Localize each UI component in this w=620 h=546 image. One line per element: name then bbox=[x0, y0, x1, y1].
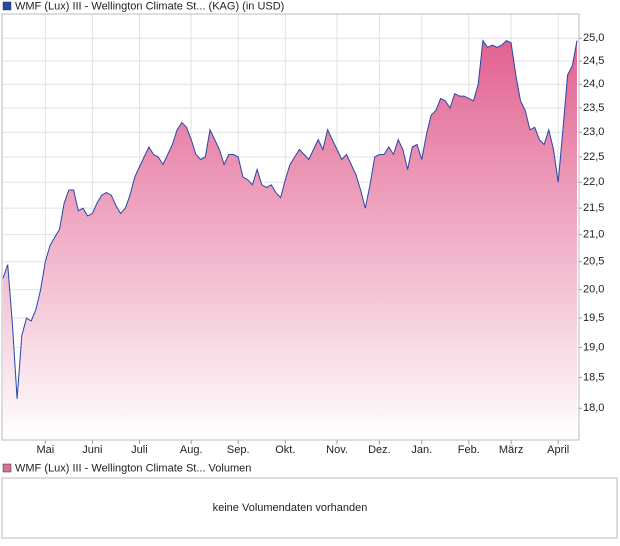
y-tick-label: 19,0 bbox=[583, 341, 604, 353]
y-tick-label: 21,0 bbox=[583, 229, 604, 241]
y-tick-label: 22,5 bbox=[583, 151, 604, 163]
legend-label: WMF (Lux) III - Wellington Climate St...… bbox=[15, 462, 251, 474]
x-tick-label: Feb. bbox=[458, 444, 480, 456]
y-tick-label: 23,0 bbox=[583, 126, 604, 138]
plot-frame bbox=[1, 13, 580, 441]
x-tick-label: Dez. bbox=[368, 444, 391, 456]
y-tick-label: 18,5 bbox=[583, 371, 604, 383]
y-tick-label: 24,5 bbox=[583, 55, 604, 67]
x-tick-label: Juli bbox=[131, 444, 148, 456]
x-tick-label: März bbox=[499, 444, 523, 456]
volume-panel bbox=[1, 477, 618, 539]
x-tick-label: Sep. bbox=[227, 444, 250, 456]
x-tick-label: Aug. bbox=[180, 444, 203, 456]
y-tick-label: 21,5 bbox=[583, 202, 604, 214]
legend-swatch bbox=[2, 463, 12, 473]
x-tick-label: Okt. bbox=[275, 444, 295, 456]
y-tick-label: 23,5 bbox=[583, 102, 604, 114]
area bbox=[3, 40, 577, 440]
x-tick-label: Mai bbox=[36, 444, 54, 456]
x-tick-label: Nov. bbox=[326, 444, 348, 456]
legend-swatch bbox=[2, 1, 12, 11]
y-tick-label: 25,0 bbox=[583, 32, 604, 44]
x-tick-label: Jan. bbox=[411, 444, 432, 456]
y-tick-label: 22,0 bbox=[583, 176, 604, 188]
legend-label: WMF (Lux) III - Wellington Climate St...… bbox=[15, 0, 284, 12]
x-tick-label: April bbox=[547, 444, 569, 456]
y-tick-label: 20,5 bbox=[583, 256, 604, 268]
line bbox=[2, 39, 578, 399]
x-tick-label: Juni bbox=[82, 444, 102, 456]
y-tick-label: 20,0 bbox=[583, 284, 604, 296]
y-tick-label: 19,5 bbox=[583, 312, 604, 324]
empty-message: keine Volumendaten vorhanden bbox=[213, 502, 368, 514]
y-tick-label: 24,0 bbox=[583, 78, 604, 90]
y-tick-label: 18,0 bbox=[583, 402, 604, 414]
